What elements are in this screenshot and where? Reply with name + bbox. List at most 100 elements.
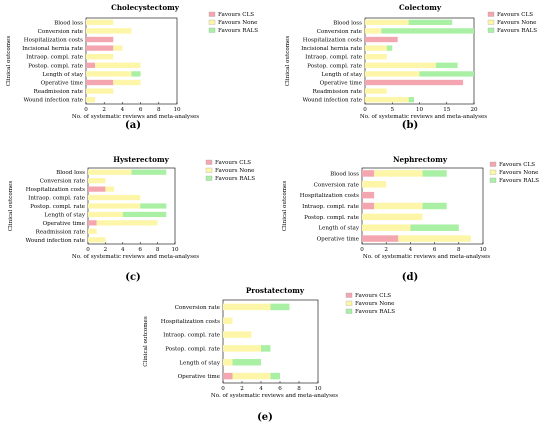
bar-segment [365,28,382,34]
legend-swatch [205,167,213,173]
x-tick-label: 8 [457,247,461,253]
x-axis-label: No. of systematic reviews and meta-analy… [363,254,490,260]
legend-label: Favours RALS [497,28,537,34]
x-tick-label: 0 [360,247,364,253]
bar-segment [362,235,399,242]
bar-segment [86,71,132,77]
x-tick-label: 8 [157,107,161,113]
bar-segment [223,359,233,366]
bar-segment [223,372,233,380]
legend-label: Favours RALS [499,178,539,184]
category-label: Operative time [41,81,84,87]
bar-segment [232,372,271,380]
category-label: Incisional hernia rate [22,46,84,52]
category-label: Conversion rate [175,305,221,311]
bar-segment [435,62,458,68]
category-label: Intraop. compl. rate [163,333,221,339]
x-axis-label: No. of systematic reviews and meta-analy… [211,393,338,399]
bar-segment [365,97,409,103]
legend-label: Favours None [499,170,539,176]
legend-swatch [208,19,216,25]
x-tick-label: 6 [278,386,282,392]
legend-swatch [487,27,495,33]
bar-segment [223,345,261,352]
bar-segment [122,211,167,218]
category-label: Intraop. compl. rate [26,55,84,61]
legend-label: Favours CLS [499,162,535,168]
panel-letter: (a) [125,120,141,131]
bar-segment [362,181,387,188]
bar-segment [86,97,96,103]
y-axis-label: Clinical outcomes [143,316,149,367]
y-axis-label: Clinical outcomes [285,36,291,87]
chart-title: Cholecystectomy [111,3,180,12]
category-label: Hospitalization costs [300,193,359,199]
x-tick-label: 4 [121,107,125,113]
category-label: Conversion rate [314,182,360,188]
x-tick-label: 6 [139,107,143,113]
bar-segment [365,45,387,51]
legend-label: Favours CLS [218,12,254,18]
bar-segment [105,186,115,192]
bar-segment [365,88,387,94]
bar-segment [386,45,393,51]
bar-segment [422,202,447,210]
category-label: Conversion rate [317,29,363,35]
x-tick-label: 8 [156,247,160,253]
legend-label: Favours None [218,20,258,26]
x-tick-label: 4 [121,247,125,253]
bar-segment [223,317,233,324]
bar-segment [88,178,106,184]
bar-segment [86,54,114,60]
bar-segment [419,71,474,77]
x-tick-label: 20 [470,107,478,113]
bar-segment [88,186,106,192]
category-label: Intraop. compl. rate [305,55,363,61]
category-label: Length of stay [179,360,221,366]
bar-segment [261,345,271,352]
category-label: Hospitalization costs [303,38,362,44]
bar-segment [362,170,375,177]
legend-swatch [208,27,216,33]
bar-segment [86,45,114,51]
bar-segment [270,372,280,380]
x-axis-label: No. of systematic reviews and meta-analy… [72,254,199,260]
bar-segment [422,170,447,177]
category-label: Conversion rate [38,29,84,35]
legend-label: Favours RALS [218,28,258,34]
category-label: Postop. compl. rate [165,346,221,352]
x-tick-label: 2 [104,247,108,253]
category-label: Hospitalization costs [26,187,85,193]
category-label: Length of stay [318,226,360,232]
bar-segment [365,71,420,77]
bar-segment [362,224,411,231]
category-label: Postop. compl. rate [307,63,363,69]
bar-segment [232,359,261,366]
legend-swatch [345,308,353,314]
bar-segment [86,19,114,25]
category-label: Wound infection rate [23,98,83,104]
panel-letter: (b) [402,120,418,131]
bar-segment [365,62,436,68]
bar-segment [88,220,97,226]
category-label: Blood loss [56,170,85,176]
bar-segment [223,303,271,311]
category-label: Incisional hernia rate [301,46,363,52]
panel-letter: (e) [257,412,273,423]
x-tick-label: 4 [409,247,413,253]
legend-swatch [208,11,216,17]
category-label: Postop. compl. rate [30,204,86,210]
bar-segment [88,228,97,234]
bar-segment [86,36,114,43]
chart-title: Hysterectomy [113,155,169,164]
bar-segment [381,28,474,34]
x-tick-label: 10 [416,107,424,113]
legend: Favours CLS Favours None Favours RALS [487,11,537,34]
x-tick-label: 0 [84,107,88,113]
legend-swatch [345,300,353,306]
